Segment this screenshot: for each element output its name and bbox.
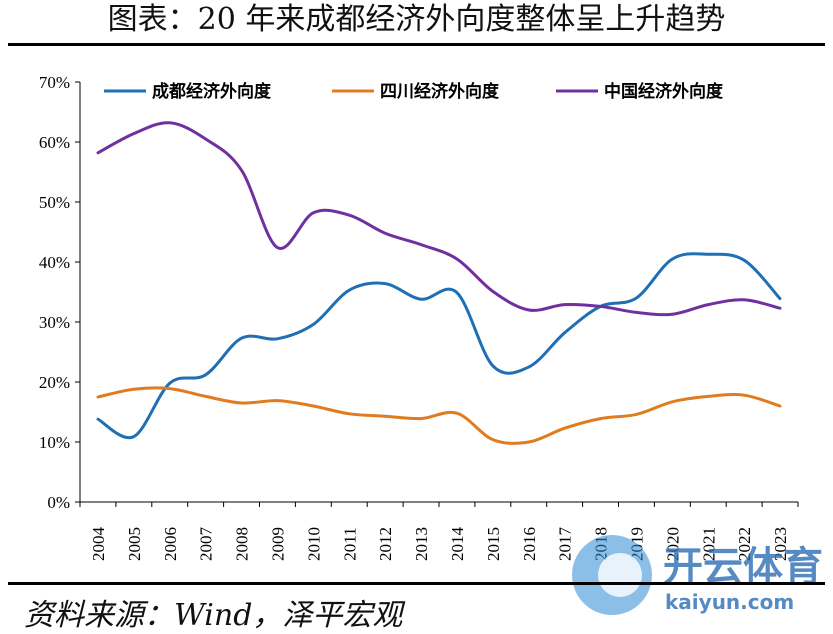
x-tick-label: 2004 <box>89 527 108 562</box>
x-tick-label: 2016 <box>520 527 539 561</box>
series-line-chengdu <box>96 252 782 440</box>
legend-label: 中国经济外向度 <box>604 81 724 102</box>
x-tick-label: 2011 <box>340 527 359 560</box>
y-tick-label: 0% <box>47 493 70 512</box>
title-rule <box>8 43 825 46</box>
y-tick-label: 50% <box>39 193 70 212</box>
y-tick-label: 60% <box>39 133 70 152</box>
watermark-ball-icon <box>598 553 642 597</box>
series-lines <box>96 121 782 445</box>
x-tick-label: 2005 <box>125 527 144 561</box>
series-line-sichuan <box>96 386 782 445</box>
y-tick-label: 10% <box>39 433 70 452</box>
series-line-china <box>96 121 782 317</box>
x-tick-label: 2009 <box>268 527 287 561</box>
y-tick-label: 40% <box>39 253 70 272</box>
x-tick-label: 2022 <box>735 527 754 561</box>
y-tick-label: 30% <box>39 313 70 332</box>
watermark: 开云体育 kaiyun.com <box>572 535 823 615</box>
legend-china: 中国经济外向度 <box>556 81 724 102</box>
x-tick-label: 2020 <box>663 527 682 561</box>
y-tick-label: 20% <box>39 373 70 392</box>
legend-label: 四川经济外向度 <box>380 81 500 102</box>
x-tick-label: 2010 <box>304 527 323 561</box>
legend-sichuan: 四川经济外向度 <box>332 81 500 102</box>
x-tick-label: 2008 <box>233 527 252 561</box>
legend-label: 成都经济外向度 <box>152 81 272 102</box>
x-tick-label: 2006 <box>161 527 180 561</box>
x-tick-label: 2015 <box>484 527 503 561</box>
x-tick-label: 2017 <box>556 527 575 562</box>
source-note: 资料来源：Wind，泽平宏观 <box>24 598 403 633</box>
y-axis-ticks: 0% 10% 20% 30% 40% 50% 60% 70% <box>39 73 80 512</box>
x-tick-label: 2013 <box>412 527 431 561</box>
x-tick-label: 2007 <box>197 527 216 562</box>
legend-chengdu: 成都经济外向度 <box>104 81 272 102</box>
source-rule <box>8 582 825 585</box>
watermark-domain: kaiyun.com <box>665 590 794 614</box>
y-tick-label: 70% <box>39 73 70 92</box>
x-tick-label: 2012 <box>376 527 395 561</box>
x-tick-label: 2014 <box>448 527 467 562</box>
legend: 成都经济外向度 四川经济外向度 中国经济外向度 <box>104 81 724 102</box>
x-tick-label: 2023 <box>771 527 790 561</box>
x-tick-label: 2021 <box>699 527 718 561</box>
chart-title: 图表：20 年来成都经济外向度整体呈上升趋势 <box>107 2 726 37</box>
x-axis-ticks: 2004 2005 2006 2007 2008 2009 2010 2011 2012 2013… <box>79 502 799 562</box>
